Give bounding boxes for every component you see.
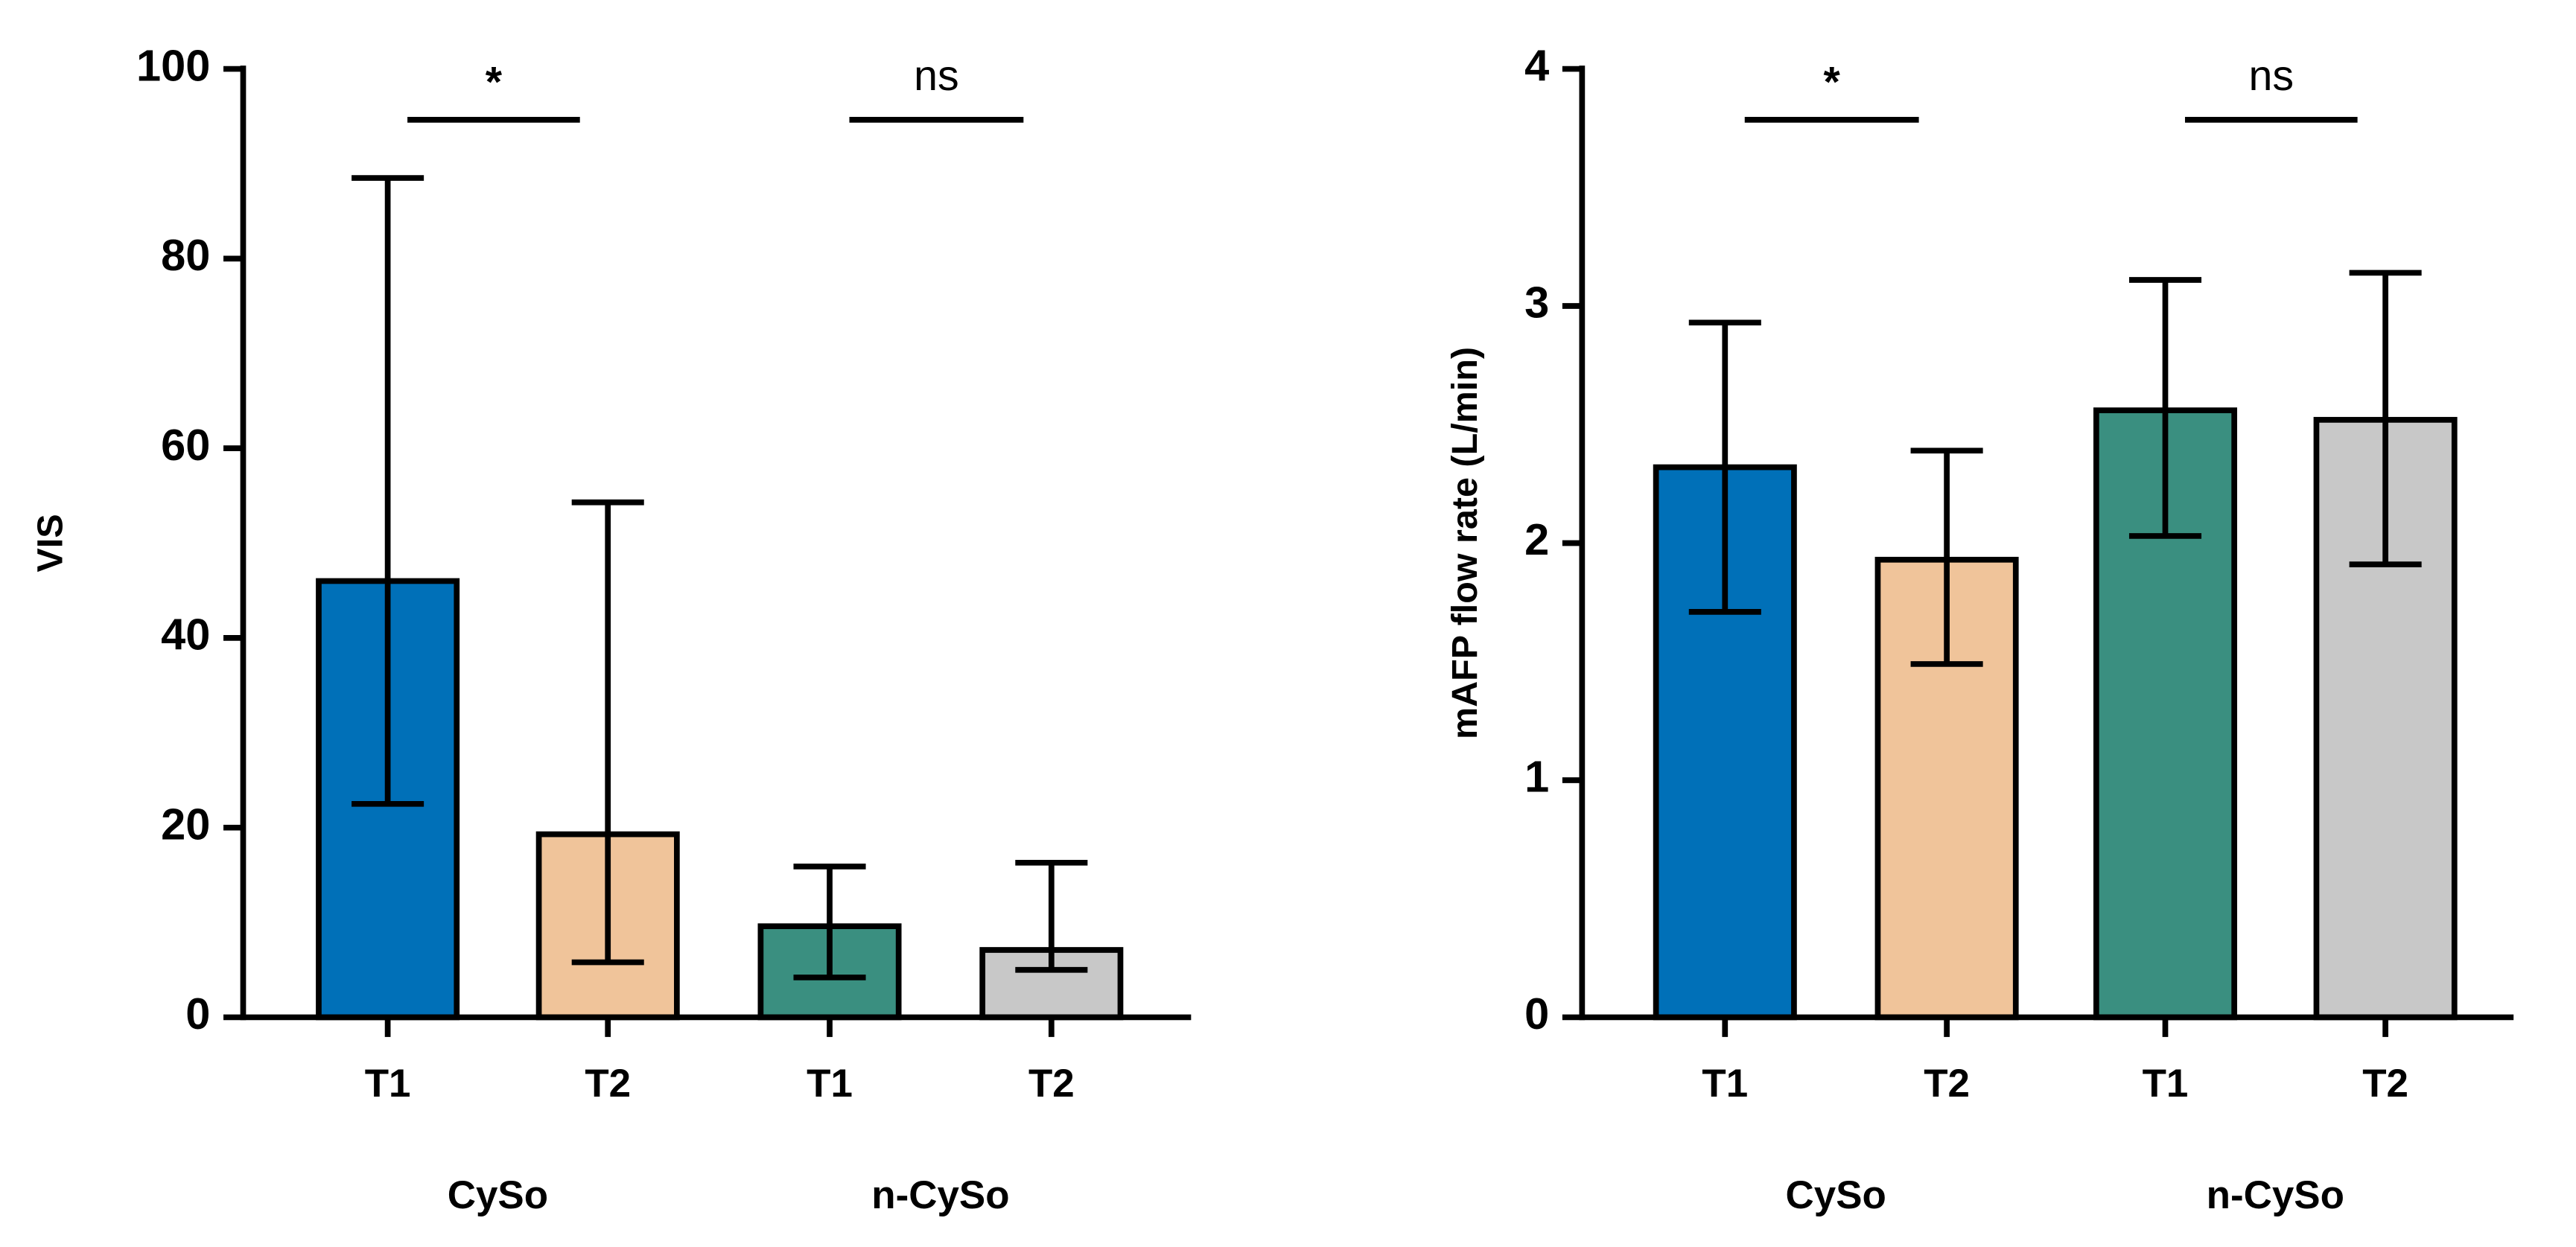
y-tick-label: 100 [136, 40, 210, 90]
y-tick-label: 0 [185, 989, 210, 1039]
x-tick-label: T1 [2143, 1062, 2189, 1106]
x-tick-label: T2 [1924, 1062, 1970, 1106]
significance-label: * [1824, 59, 1841, 106]
significance-label: ns [2249, 52, 2294, 100]
y-tick-label: 60 [161, 420, 210, 470]
significance-label: ns [914, 52, 959, 100]
x-tick-label: T1 [1702, 1062, 1748, 1106]
y-tick-label: 1 [1524, 752, 1549, 802]
y-tick-label: 20 [161, 799, 210, 849]
y-tick-label: 3 [1524, 278, 1549, 328]
x-tick-label: T2 [1028, 1062, 1075, 1106]
x-tick-label: T2 [585, 1062, 631, 1106]
x-tick-label: T2 [2362, 1062, 2408, 1106]
bar [1874, 556, 2019, 1021]
x-tick-label: T1 [365, 1062, 411, 1106]
y-axis-label: VIS [30, 514, 70, 572]
x-tick-label: T1 [807, 1062, 853, 1106]
y-tick-label: 80 [161, 230, 210, 280]
y-tick-label: 40 [161, 610, 210, 660]
group-label: CySo [1786, 1173, 1886, 1217]
group-label: n-CySo [2207, 1173, 2344, 1217]
y-tick-label: 0 [1524, 989, 1549, 1039]
significance-label: * [486, 59, 503, 106]
y-axis-label: mAFP flow rate (L/min) [1445, 347, 1485, 739]
y-tick-label: 4 [1524, 40, 1549, 90]
group-label: n-CySo [871, 1173, 1009, 1217]
y-tick-label: 2 [1524, 514, 1549, 564]
group-label: CySo [448, 1173, 548, 1217]
